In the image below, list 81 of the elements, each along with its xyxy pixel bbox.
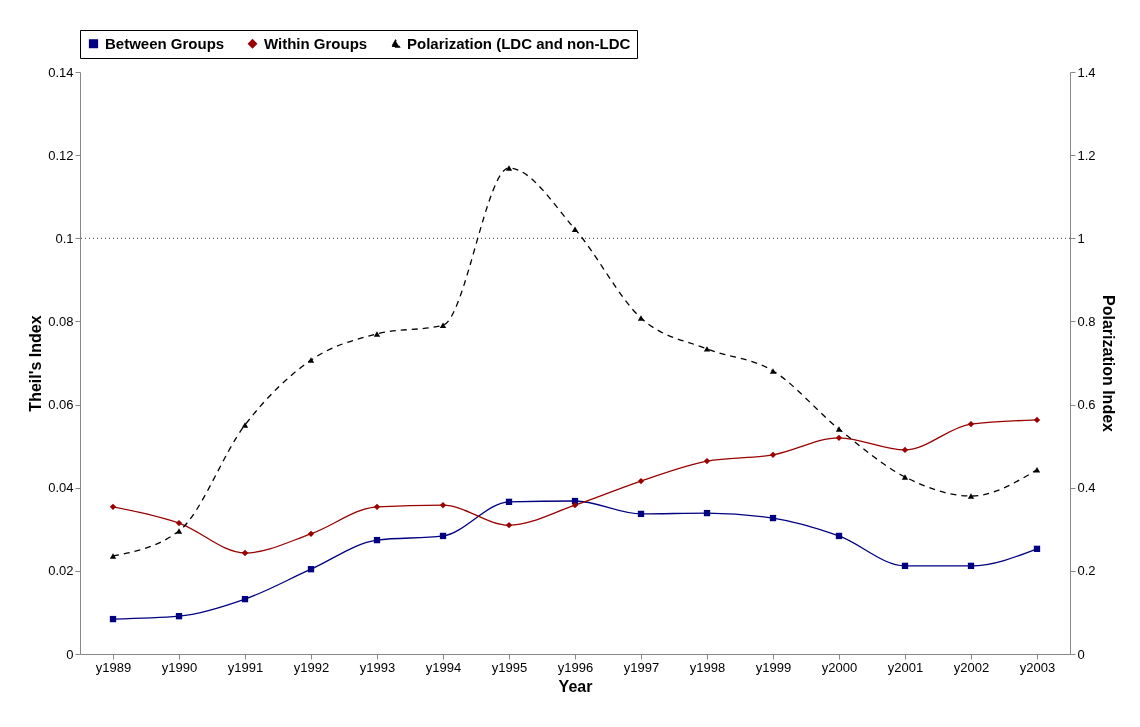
point (175, 528, 183, 534)
y2-tick-label: 0.4 (1077, 480, 1096, 496)
x-tick-label: y1995 (491, 659, 528, 675)
y2-axis-title: Polarization Index (1099, 295, 1117, 433)
point (241, 549, 249, 557)
y-tick-label: 0 (66, 646, 74, 662)
point (703, 509, 711, 517)
legend-label: Between Groups (105, 34, 225, 52)
point (967, 420, 975, 428)
y-tick-label: 0.04 (48, 480, 74, 496)
x-tick-label: y2001 (887, 659, 924, 675)
point (1033, 467, 1041, 473)
point (439, 322, 447, 328)
point (175, 519, 183, 527)
y2-tick-label: 0.6 (1077, 397, 1096, 413)
y-tick-label: 0.12 (48, 147, 74, 163)
point (109, 503, 117, 510)
point (769, 368, 777, 374)
y2-tick-label: 0.8 (1077, 313, 1096, 329)
x-tick-label: y1993 (359, 659, 396, 675)
point (373, 331, 381, 337)
point (373, 536, 381, 544)
point (835, 532, 843, 540)
point (439, 502, 447, 509)
point (769, 514, 777, 522)
point (769, 451, 777, 459)
x-tick-label: y1998 (689, 659, 726, 675)
y2-tick-label: 0 (1077, 646, 1085, 662)
legend-label: Within Groups (264, 34, 368, 52)
y-tick-label: 0.02 (48, 563, 74, 579)
point (637, 315, 645, 321)
point (241, 422, 249, 428)
point (571, 226, 579, 232)
x-tick-label: y1990 (161, 659, 198, 675)
point (637, 477, 645, 485)
point (241, 595, 249, 603)
point (703, 457, 711, 465)
x-tick-label: y1989 (95, 659, 132, 675)
y2-tick-label: 1.4 (1077, 64, 1096, 80)
point (901, 474, 909, 480)
x-tick-label: y1991 (227, 659, 264, 675)
point (967, 562, 975, 570)
legend-label: Polarization (LDC and non-LDC (407, 34, 631, 52)
x-tick-label: y1994 (425, 659, 462, 675)
point (1033, 416, 1041, 424)
y2-tick-label: 0.2 (1077, 563, 1096, 579)
point (571, 502, 579, 509)
point (505, 498, 513, 506)
y-tick-label: 0.08 (48, 313, 74, 329)
y2-tick-label: 1.2 (1077, 147, 1096, 163)
x-tick-label: y2000 (821, 659, 858, 675)
point (439, 532, 447, 540)
point (967, 493, 975, 499)
point (505, 165, 513, 171)
point (373, 503, 381, 510)
point (703, 346, 711, 352)
point (307, 357, 315, 363)
x-axis-title: Year (558, 677, 593, 695)
y-tick-label: 0.1 (55, 230, 74, 246)
x-tick-label: y1992 (293, 659, 330, 675)
point (109, 553, 117, 559)
point (637, 510, 645, 518)
x-tick-label: y2002 (953, 659, 990, 675)
point (109, 615, 117, 623)
point (307, 566, 315, 573)
point (835, 426, 843, 432)
y2-tick-label: 1 (1077, 230, 1085, 246)
x-tick-label: y1996 (557, 659, 594, 675)
point (505, 521, 513, 529)
x-tick-label: y2003 (1019, 659, 1056, 675)
y-tick-label: 0.14 (48, 64, 74, 80)
point (835, 434, 843, 441)
point (307, 530, 315, 538)
x-tick-label: y1999 (755, 659, 792, 675)
y-tick-label: 0.06 (48, 397, 74, 413)
point (1033, 545, 1041, 552)
y-axis-title: Theil's Index (27, 315, 45, 412)
x-tick-label: y1997 (623, 659, 660, 675)
point (175, 613, 183, 620)
point (901, 562, 909, 570)
point (901, 446, 909, 454)
